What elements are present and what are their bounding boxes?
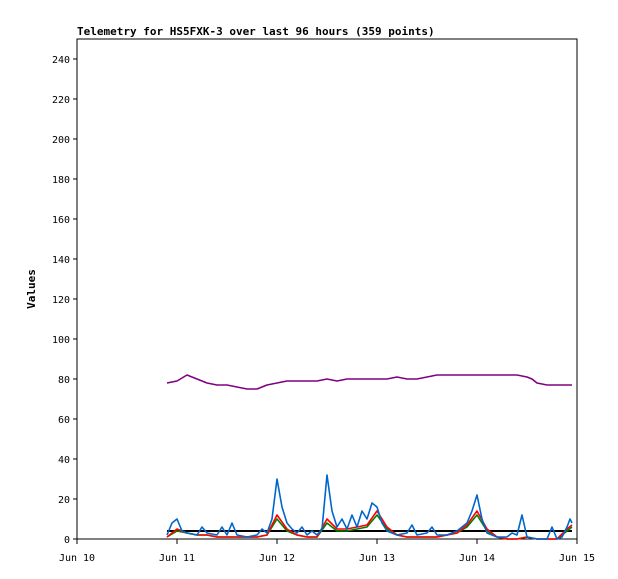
x-axis: Jun 10 Jun 11 Jun 12 Jun 13 Jun 14 Jun 15 [59, 539, 595, 564]
y-tick-label: 240 [52, 55, 70, 66]
x-tick-label: Jun 15 [559, 553, 595, 564]
y-tick-label: 40 [58, 455, 70, 466]
y-tick-label: 80 [58, 375, 70, 386]
y-tick-label: 60 [58, 415, 70, 426]
series-line-3 [166, 510, 573, 540]
x-tick-label: Jun 13 [359, 553, 395, 564]
y-tick-label: 180 [52, 175, 70, 186]
chart-title: Telemetry for HS5FXK-3 over last 96 hour… [77, 25, 435, 38]
y-tick-label: 200 [52, 135, 70, 146]
y-tick-label: 120 [52, 295, 70, 306]
y-axis-label: Values [25, 269, 38, 309]
series-layer [166, 374, 573, 540]
x-tick-label: Jun 14 [459, 553, 495, 564]
series-line-4 [166, 474, 573, 540]
x-tick-label: Jun 10 [59, 553, 95, 564]
y-tick-label: 220 [52, 95, 70, 106]
y-tick-label: 160 [52, 215, 70, 226]
y-tick-label: 0 [64, 535, 70, 546]
x-tick-label: Jun 11 [159, 553, 195, 564]
series-line-2 [166, 514, 573, 540]
y-axis: 0 20 40 60 80 100 120 140 160 180 200 220 240 [52, 55, 77, 546]
x-tick-label: Jun 12 [259, 553, 295, 564]
plot-frame [76, 38, 578, 540]
y-tick-label: 20 [58, 495, 70, 506]
y-tick-label: 140 [52, 255, 70, 266]
y-tick-label: 100 [52, 335, 70, 346]
series-line-0 [166, 374, 572, 390]
